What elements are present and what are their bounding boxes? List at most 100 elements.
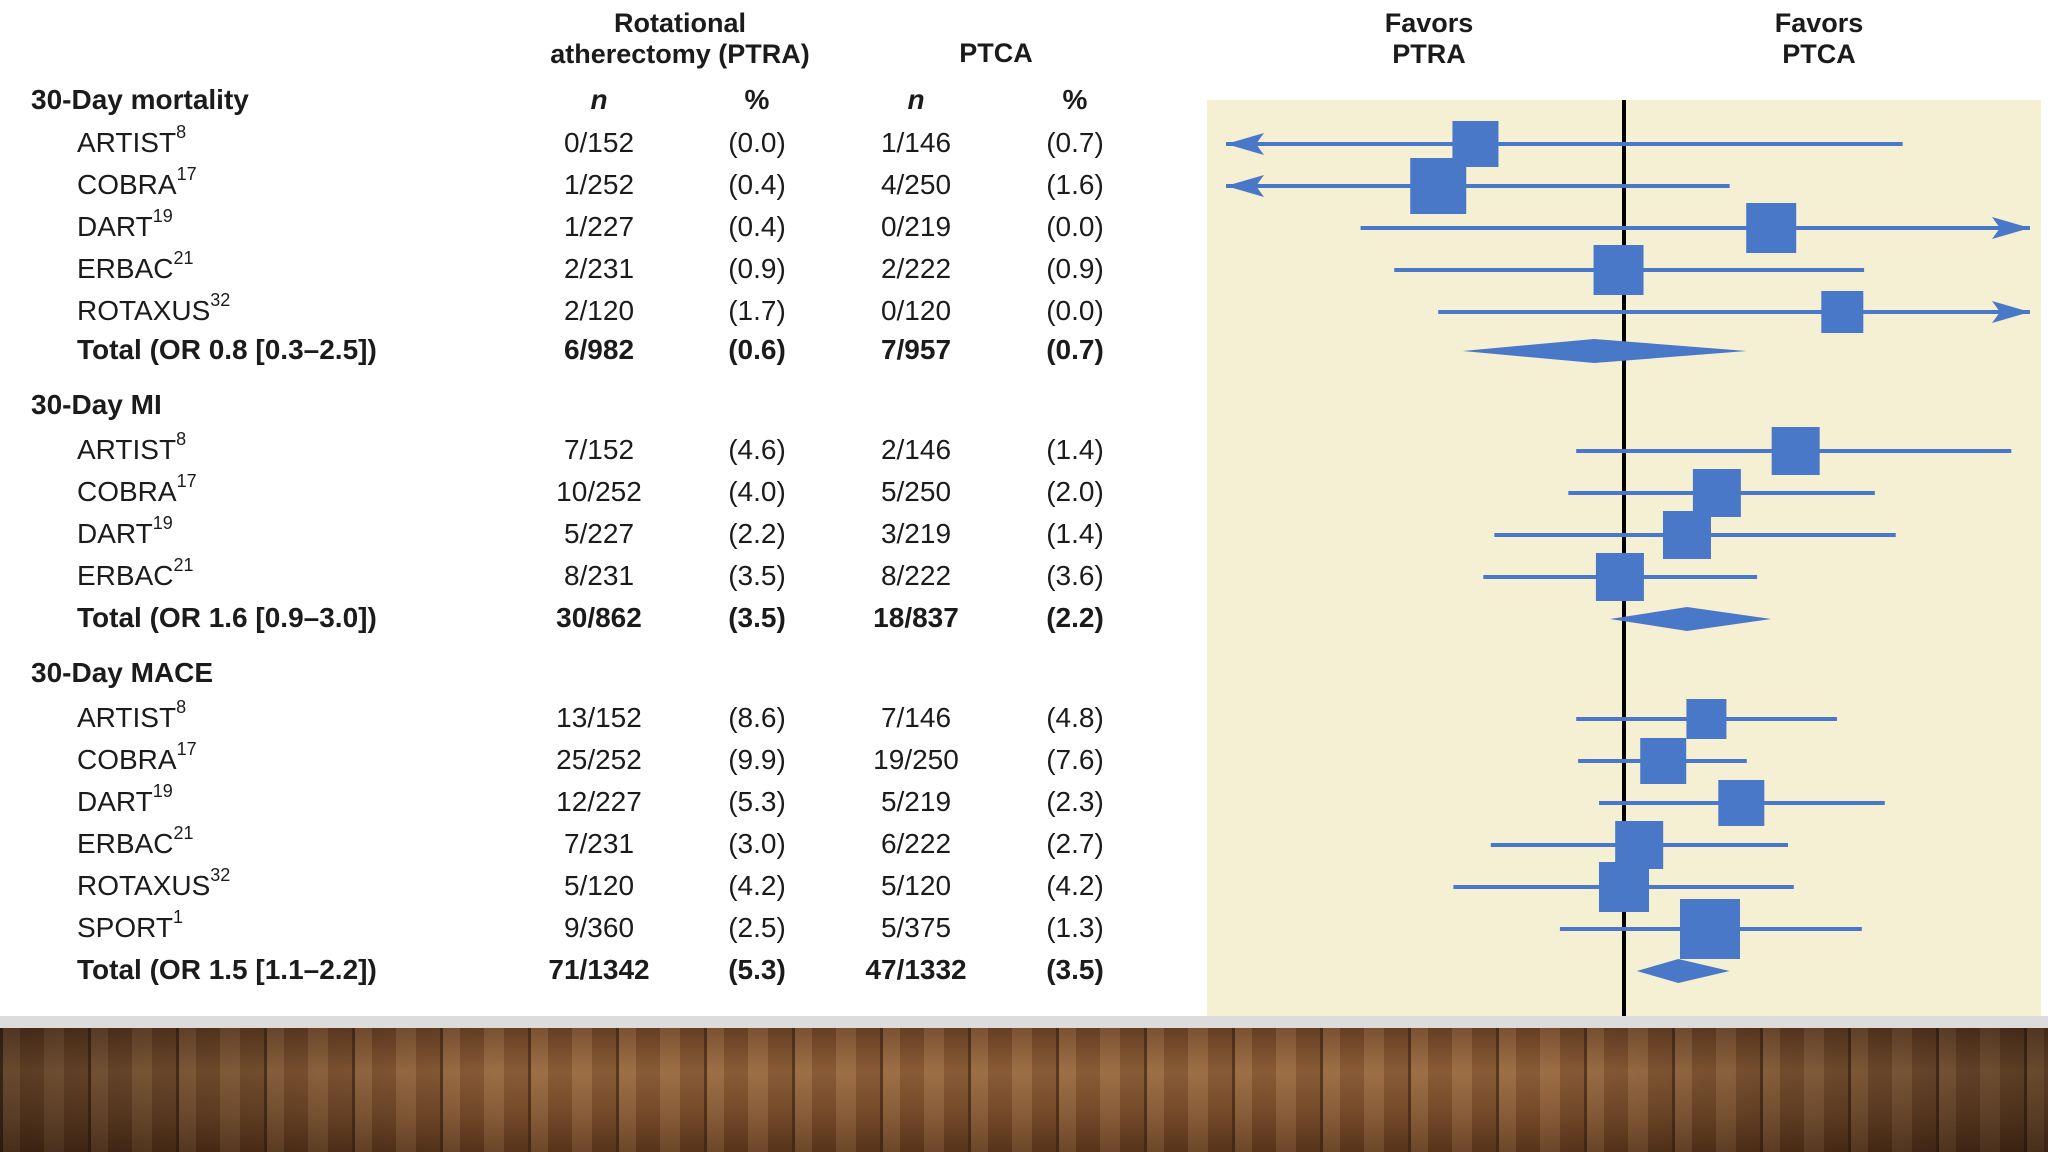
- ptca-events: 8/222: [880, 560, 952, 591]
- point-estimate-square: [1771, 427, 1820, 475]
- total-ptra-percent: (5.3): [728, 954, 786, 985]
- ptra-events: 0/152: [563, 127, 635, 158]
- study-reference: 21: [173, 554, 194, 575]
- ptra-events: 9/360: [563, 912, 635, 943]
- study-label: ERBAC: [77, 253, 174, 284]
- pooled-estimate-diamond: [1462, 339, 1747, 363]
- ptra-percent: (4.6): [728, 434, 786, 465]
- total-ptca-events: 18/837: [873, 602, 959, 633]
- total-ptca-events: 7/957: [880, 334, 952, 365]
- ptca-events: 5/375: [880, 912, 952, 943]
- study-name: ROTAXUS32: [77, 291, 230, 327]
- favors-ptca-label: Favors PTCA: [1719, 8, 1919, 70]
- ptca-percent: (4.2): [1046, 870, 1104, 901]
- col-header-ptca-n: n: [907, 84, 925, 115]
- ptca-percent: (1.4): [1046, 518, 1104, 549]
- study-reference: 8: [176, 121, 187, 142]
- study-name: ARTIST8: [77, 123, 186, 159]
- study-label: ARTIST: [77, 127, 177, 158]
- col-header-ptra-n: n: [590, 84, 608, 115]
- study-label: ROTAXUS: [77, 870, 211, 901]
- study-name: ERBAC21: [77, 556, 194, 592]
- study-name: COBRA17: [77, 165, 197, 201]
- ptra-events: 7/231: [563, 828, 635, 859]
- study-name: DART19: [77, 207, 173, 243]
- study-label: COBRA: [77, 169, 177, 200]
- favors-ptra-line1: Favors: [1384, 8, 1474, 38]
- favors-ptca-line2: PTCA: [1782, 39, 1856, 69]
- point-estimate-square: [1662, 511, 1711, 559]
- study-name: SPORT1: [77, 908, 183, 944]
- section-title: 30-Day MI: [31, 389, 162, 420]
- study-reference: 1: [172, 906, 183, 927]
- study-label: ERBAC: [77, 560, 174, 591]
- point-estimate-square: [1821, 291, 1864, 333]
- ptca-percent: (2.0): [1046, 476, 1104, 507]
- study-reference: 17: [176, 738, 197, 759]
- ptra-percent: (8.6): [728, 702, 786, 733]
- total-ptca-events: 47/1332: [865, 954, 967, 985]
- ptca-percent: (1.6): [1046, 169, 1104, 200]
- ptca-percent: (1.4): [1046, 434, 1104, 465]
- ptra-percent: (2.5): [728, 912, 786, 943]
- ptra-events: 2/120: [563, 295, 635, 326]
- ptra-events: 2/231: [563, 253, 635, 284]
- ptca-percent: (0.0): [1046, 295, 1104, 326]
- header-ptra: Rotational atherectomy (PTRA): [520, 8, 840, 70]
- study-label: COBRA: [77, 744, 177, 775]
- col-header-ptra-pct: %: [744, 84, 770, 115]
- ptca-events: 4/250: [880, 169, 952, 200]
- section-title: 30-Day mortality: [31, 84, 249, 115]
- ptca-events: 6/222: [880, 828, 952, 859]
- study-label: DART: [77, 518, 153, 549]
- ptra-percent: (0.4): [728, 169, 786, 200]
- ci-arrow-right: [1992, 217, 2030, 239]
- ptra-percent: (3.0): [728, 828, 786, 859]
- ptca-percent: (0.9): [1046, 253, 1104, 284]
- study-label: ERBAC: [77, 828, 174, 859]
- point-estimate-square: [1718, 780, 1765, 826]
- ptca-events: 0/120: [880, 295, 952, 326]
- ptra-events: 5/120: [563, 870, 635, 901]
- ptca-events: 2/222: [880, 253, 952, 284]
- total-ptra-percent: (0.6): [728, 334, 786, 365]
- point-estimate-square: [1692, 469, 1741, 517]
- study-label: SPORT: [77, 912, 173, 943]
- ptra-events: 7/152: [563, 434, 635, 465]
- study-reference: 19: [152, 205, 173, 226]
- study-reference: 8: [176, 428, 187, 449]
- ptca-events: 5/120: [880, 870, 952, 901]
- study-name: ROTAXUS32: [77, 866, 230, 902]
- ptca-percent: (0.7): [1046, 127, 1104, 158]
- favors-ptra-label: Favors PTRA: [1329, 8, 1529, 70]
- study-reference: 19: [152, 512, 173, 533]
- point-estimate-square: [1599, 862, 1649, 912]
- study-reference: 17: [176, 470, 197, 491]
- pooled-estimate-diamond: [1636, 959, 1730, 983]
- col-header-ptca-pct: %: [1062, 84, 1088, 115]
- study-label: ARTIST: [77, 702, 177, 733]
- ptca-events: 5/219: [880, 786, 952, 817]
- study-label: DART: [77, 786, 153, 817]
- ptra-percent: (0.4): [728, 211, 786, 242]
- study-label: ROTAXUS: [77, 295, 211, 326]
- total-label: Total (OR 1.6 [0.9–3.0]): [77, 602, 377, 633]
- ptra-events: 13/152: [556, 702, 642, 733]
- study-reference: 32: [210, 289, 231, 310]
- point-estimate-square: [1615, 821, 1664, 869]
- ptca-events: 3/219: [880, 518, 952, 549]
- point-estimate-square: [1746, 203, 1797, 253]
- study-name: DART19: [77, 514, 173, 550]
- forest-plot: [1226, 100, 2030, 1016]
- wooden-floor-background: [0, 1028, 2048, 1152]
- favors-ptra-line2: PTRA: [1392, 39, 1466, 69]
- ptca-percent: (3.6): [1046, 560, 1104, 591]
- ptca-events: 1/146: [880, 127, 952, 158]
- ptca-percent: (2.3): [1046, 786, 1104, 817]
- ptca-events: 5/250: [880, 476, 952, 507]
- header-ptca-label: PTCA: [959, 38, 1033, 68]
- total-ptca-percent: (3.5): [1046, 954, 1104, 985]
- ci-arrow-left: [1226, 133, 1264, 155]
- ptra-events: 8/231: [563, 560, 635, 591]
- study-name: ERBAC21: [77, 824, 194, 860]
